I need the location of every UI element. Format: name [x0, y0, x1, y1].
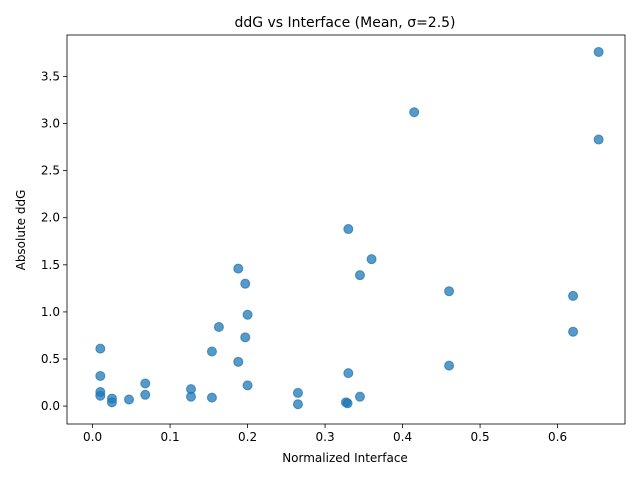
data-point [95, 343, 106, 354]
data-point [95, 390, 106, 401]
x-axis-ticks: 0.0 0.1 0.2 0.3 0.4 0.5 0.6 [83, 424, 567, 444]
data-point [233, 263, 244, 274]
data-point [409, 107, 420, 118]
data-point [186, 391, 196, 402]
y-axis-ticks: 0.0 0.5 1.0 1.5 2.0 2.5 3.0 3.5 [41, 69, 67, 413]
x-tick-label: 0.0 [83, 430, 102, 444]
data-point [140, 389, 151, 400]
data-point [568, 326, 579, 337]
x-tick-label: 0.3 [316, 430, 335, 444]
data-point [240, 278, 251, 289]
chart-title: ddG vs Interface (Mean, σ=2.5) [234, 15, 455, 31]
data-point [444, 360, 455, 371]
data-point [206, 392, 217, 403]
x-tick-label: 0.1 [161, 430, 180, 444]
y-tick-label: 0.0 [41, 399, 60, 413]
y-tick-label: 3.5 [41, 69, 60, 83]
data-point [342, 398, 353, 409]
data-point [343, 368, 354, 379]
y-tick-label: 2.0 [41, 211, 60, 225]
data-points [95, 46, 604, 410]
data-point [292, 399, 303, 410]
x-tick-label: 0.5 [471, 430, 490, 444]
data-point [366, 254, 377, 265]
data-point [343, 224, 354, 235]
data-point [213, 321, 224, 332]
data-point [124, 394, 134, 405]
data-point [354, 391, 365, 402]
x-tick-label: 0.4 [393, 430, 412, 444]
data-point [242, 309, 253, 320]
y-tick-label: 0.5 [41, 352, 60, 366]
plot-frame [66, 34, 626, 425]
y-tick-label: 1.5 [41, 258, 60, 272]
plot-area [66, 34, 626, 425]
y-axis-label: Absolute ddG [14, 190, 28, 271]
data-point [593, 134, 604, 145]
x-axis-label: Normalized Interface [282, 451, 408, 465]
data-point [233, 356, 244, 367]
data-point [593, 46, 604, 57]
data-point [95, 370, 106, 381]
data-point [292, 387, 303, 398]
data-point [354, 270, 365, 281]
data-point [568, 290, 579, 301]
data-point [242, 380, 253, 391]
data-point [140, 378, 151, 389]
x-tick-label: 0.2 [238, 430, 257, 444]
y-tick-label: 1.0 [41, 305, 60, 319]
data-point [444, 286, 455, 297]
y-tick-label: 2.5 [41, 164, 60, 178]
data-point [106, 397, 117, 408]
data-point [240, 332, 251, 343]
x-tick-label: 0.6 [548, 430, 567, 444]
data-point [206, 346, 217, 357]
y-tick-label: 3.0 [41, 117, 60, 131]
